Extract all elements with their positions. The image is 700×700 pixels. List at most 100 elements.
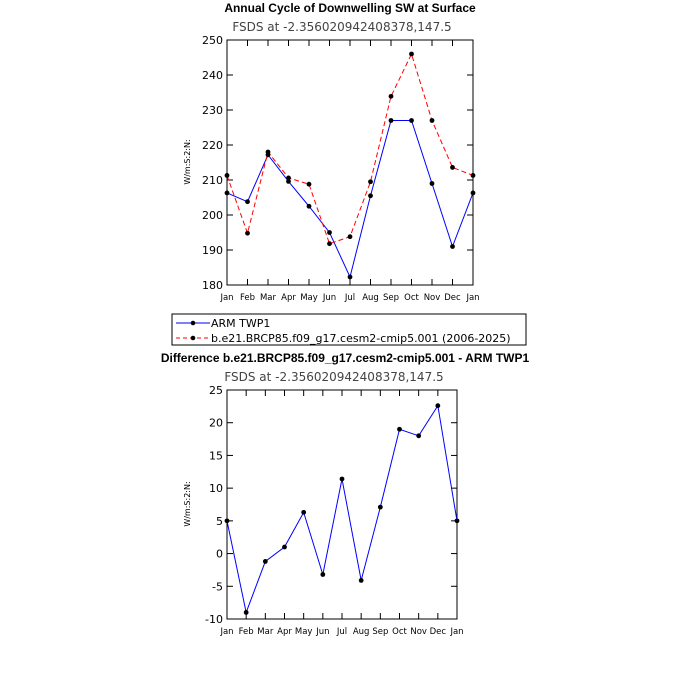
bottom-series-0-point-5 [320, 572, 326, 577]
top-xtick-label-8: Sep [383, 293, 399, 303]
bottom-series-0-point-11 [435, 403, 441, 409]
top-series-1-point-1 [245, 230, 250, 236]
top-series-1-point-6 [347, 234, 353, 240]
bottom-series-0-point-4 [301, 509, 307, 515]
top-ytick-label-2: 200 [202, 209, 223, 222]
top-chart-legend: ARM TWP1 b.e21.BRCP85.f09_g17.cesm2-cmip… [171, 313, 527, 346]
bottom-series-0-point-0 [224, 518, 230, 524]
top-series-1-point-2 [265, 149, 271, 155]
bottom-series-0-point-10 [416, 433, 422, 439]
top-xtick-label-4: May [300, 293, 318, 303]
bottom-ytick-label-6: 20 [209, 417, 223, 430]
bottom-xtick-label-10: Nov [410, 627, 427, 637]
bottom-xtick-label-11: Dec [430, 627, 447, 637]
bottom-xtick-label-2: Mar [257, 627, 274, 637]
top-series-0-point-3 [286, 179, 291, 184]
top-chart: Annual Cycle of Downwelling SW at Surfac… [183, 1, 480, 303]
bottom-x-axis: Jan Feb Mar Apr May Jun Jul Aug Sep Oct Nov Dec Jan [219, 390, 464, 637]
legend-box [171, 313, 527, 346]
top-series-0-point-12 [470, 190, 476, 196]
top-xtick-label-1: Feb [240, 293, 255, 303]
top-series-0-point-1 [245, 199, 250, 205]
bottom-series-0-point-7 [358, 577, 364, 583]
top-plot-frame [226, 39, 474, 286]
top-ytick-label-5: 230 [202, 104, 223, 117]
bottom-ytick-label-3: 5 [216, 515, 223, 528]
bottom-series-0-point-9 [397, 426, 402, 432]
bottom-series-0-point-1 [243, 610, 249, 615]
bottom-ytick-label-4: 10 [209, 482, 223, 495]
top-ytick-label-0: 180 [202, 279, 223, 292]
top-ytick-label-3: 210 [202, 174, 223, 187]
bottom-series-0-point-6 [339, 476, 345, 482]
top-ytick-label-7: 250 [202, 34, 223, 47]
top-series-1-point-3 [286, 175, 291, 181]
top-series-1-point-10 [429, 118, 435, 123]
bottom-xtick-label-7: Aug [353, 627, 370, 637]
bottom-ytick-label-1: -5 [212, 580, 223, 593]
bottom-chart-title: Difference b.e21.BRCP85.f09_g17.cesm2-cm… [161, 351, 530, 365]
top-xtick-label-0: Jan [219, 293, 233, 303]
bottom-chart-subtitle: FSDS at -2.356020942408378,147.5 [224, 370, 443, 384]
bottom-y-axis: -10 -5 0 5 10 15 20 25 [205, 384, 457, 626]
top-series-1-point-11 [450, 165, 455, 170]
top-series-1-point-8 [388, 93, 394, 99]
bottom-chart: Difference b.e21.BRCP85.f09_g17.cesm2-cm… [161, 351, 530, 637]
bottom-xtick-label-3: Apr [277, 627, 292, 637]
bottom-xtick-label-9: Oct [392, 627, 407, 637]
top-series-0-point-8 [388, 118, 394, 123]
top-xtick-label-5: Jun [322, 293, 336, 303]
bottom-series-0-point-2 [262, 559, 268, 564]
top-xtick-label-12: Jan [465, 293, 479, 303]
bottom-xtick-label-1: Feb [239, 627, 254, 637]
top-series-0-point-6 [347, 274, 353, 280]
bottom-series-line-0 [226, 404, 458, 615]
top-chart-subtitle: FSDS at -2.356020942408378,147.5 [232, 20, 451, 34]
top-xtick-label-6: Jul [344, 293, 355, 303]
top-ytick-label-6: 240 [202, 69, 223, 82]
top-series-1-point-7 [368, 179, 373, 185]
top-xtick-label-7: Aug [362, 293, 379, 303]
top-ytick-label-1: 190 [202, 244, 223, 257]
top-series-line-0 [226, 120, 474, 279]
top-series-0-point-5 [327, 230, 332, 235]
top-series-0-point-10 [429, 181, 435, 186]
top-series-group [224, 51, 476, 280]
top-series-1-point-12 [470, 173, 476, 178]
top-x-axis: Jan Feb Mar Apr May Jun Jul Aug Sep Oct Nov Dec Jan [219, 40, 480, 303]
top-xtick-label-10: Nov [424, 293, 441, 303]
bottom-xtick-label-4: May [295, 627, 313, 637]
top-chart-title: Annual Cycle of Downwelling SW at Surfac… [224, 1, 476, 15]
bottom-ytick-label-5: 15 [209, 449, 223, 462]
bottom-series-0-point-12 [454, 518, 460, 524]
top-series-line-1 [226, 52, 474, 245]
bottom-series-0-point-8 [377, 504, 383, 510]
bottom-xtick-label-6: Jul [336, 627, 347, 637]
top-series-0-point-11 [450, 244, 455, 249]
bottom-series-0-point-3 [282, 544, 287, 550]
legend-label-model: b.e21.BRCP85.f09_g17.cesm2-cmip5.001 (20… [211, 332, 511, 345]
bottom-xtick-label-0: Jan [219, 627, 233, 637]
top-series-1-point-0 [224, 173, 230, 178]
legend-marker-model [190, 335, 196, 341]
top-series-0-point-9 [409, 118, 414, 123]
bottom-chart-ylabel: W/m:S:2:N: [183, 481, 192, 526]
bottom-ytick-label-7: 25 [209, 384, 223, 397]
legend-label-arm: ARM TWP1 [211, 317, 270, 330]
top-series-1-point-4 [306, 181, 312, 187]
bottom-xtick-label-5: Jun [315, 627, 329, 637]
top-series-0-point-4 [306, 203, 312, 209]
bottom-plot-frame [226, 389, 458, 620]
top-xtick-label-2: Mar [260, 293, 277, 303]
top-ytick-label-4: 220 [202, 139, 223, 152]
bottom-xtick-label-8: Sep [372, 627, 388, 637]
legend-marker-arm [190, 320, 196, 326]
top-xtick-label-9: Oct [404, 293, 419, 303]
bottom-series-group [224, 403, 460, 615]
bottom-ytick-label-2: 0 [216, 548, 223, 561]
top-series-0-point-7 [368, 193, 373, 199]
top-series-0-point-0 [224, 190, 230, 196]
top-xtick-label-11: Dec [444, 293, 461, 303]
bottom-ytick-label-0: -10 [205, 613, 223, 626]
